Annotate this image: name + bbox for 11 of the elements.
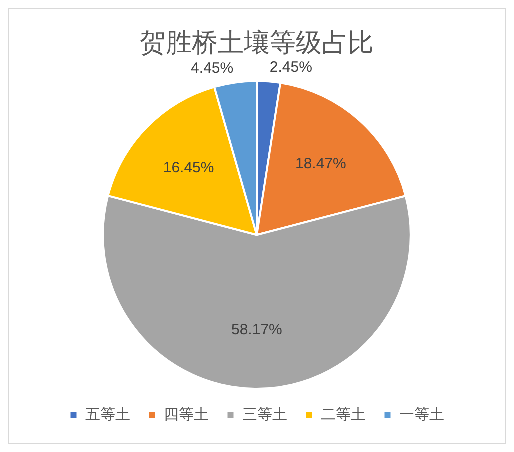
- data-label: 58.17%: [232, 322, 282, 339]
- legend-label: 四等土: [164, 405, 209, 424]
- data-label: 4.45%: [191, 60, 234, 77]
- chart-title: 贺胜桥土壤等级占比: [140, 28, 374, 58]
- legend-label: 三等土: [242, 405, 288, 424]
- data-label: 2.45%: [270, 58, 312, 76]
- data-label: 16.45%: [163, 160, 214, 177]
- legend-label: 一等土: [399, 405, 444, 424]
- data-label: 18.47%: [295, 155, 346, 172]
- legend-label: 五等土: [85, 405, 130, 424]
- legend-label: 二等土: [320, 405, 366, 424]
